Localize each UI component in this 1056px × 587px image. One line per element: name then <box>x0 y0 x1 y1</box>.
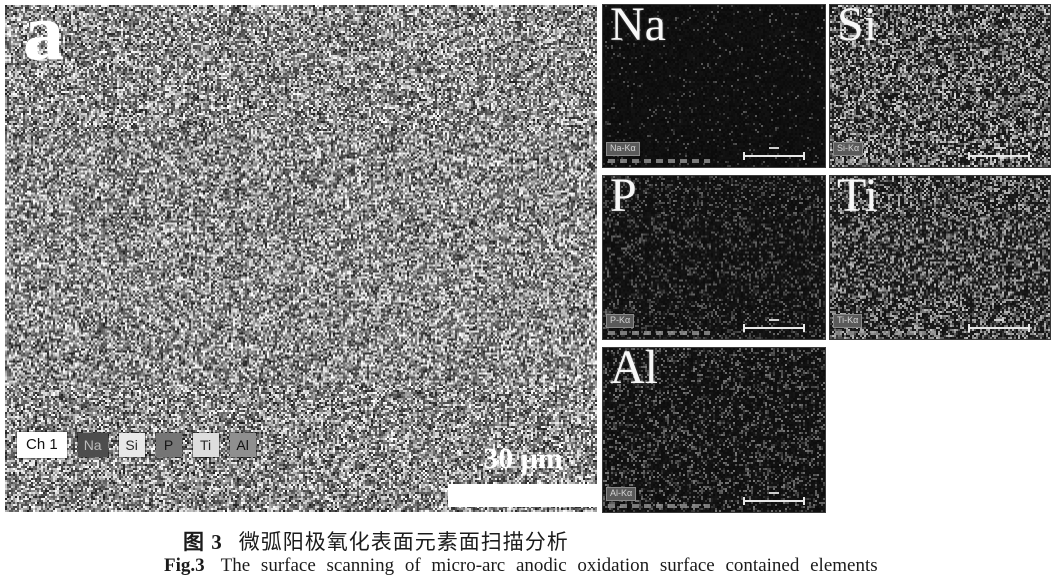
element-badge-si: Si <box>119 433 145 458</box>
scale-bar <box>448 484 597 507</box>
al-mini-scale-bar <box>743 497 805 505</box>
si-xray-line-badge: Si-Kα <box>834 143 862 155</box>
scale-bar-label: 30 μm <box>448 442 597 476</box>
al-metadata-strip <box>608 504 710 508</box>
sem-image-panel: a Ch 1 Na Si P Ti Al 30 μm <box>5 5 597 512</box>
caption-zh-text: 微弧阳极氧化表面元素面扫描分析 <box>239 530 569 554</box>
element-badge-p: P <box>156 433 182 458</box>
p-mini-scale-bar <box>743 324 805 332</box>
caption-en-text: The surface scanning of micro-arc anodic… <box>221 555 878 576</box>
eds-map-ti: Ti Ti-Kα <box>830 176 1050 339</box>
eds-map-si: Si Si-Kα <box>830 5 1050 167</box>
si-metadata-strip <box>835 159 936 163</box>
eds-map-p: P P-Kα <box>603 176 825 339</box>
caption-en-label: Fig.3 <box>164 555 205 576</box>
al-xray-line-badge: Al-Kα <box>607 488 635 500</box>
element-badge-na: Na <box>78 433 108 458</box>
p-xray-line-badge: P-Kα <box>607 315 633 327</box>
na-metadata-strip <box>608 159 710 163</box>
si-element-label: Si <box>837 5 877 49</box>
al-element-label: Al <box>610 348 658 392</box>
na-element-label: Na <box>610 5 666 49</box>
caption-en: Fig.3 The surface scanning of micro-arc a… <box>164 555 878 577</box>
panel-label: a <box>23 5 64 73</box>
element-badge-al: Al <box>230 433 256 458</box>
eds-map-na: Na Na-Kα <box>603 5 825 167</box>
element-tag-row: Ch 1 Na Si P Ti Al <box>17 432 256 458</box>
p-element-label: P <box>610 176 637 220</box>
p-metadata-strip <box>608 331 710 335</box>
eds-map-al: Al Al-Kα <box>603 348 825 512</box>
channel-badge: Ch 1 <box>17 432 67 458</box>
ti-mini-scale-bar <box>968 324 1030 332</box>
element-badge-ti: Ti <box>193 433 219 458</box>
figure-page: a Ch 1 Na Si P Ti Al 30 μm Na Na-Kα Si S… <box>0 0 1056 587</box>
ti-element-label: Ti <box>837 176 878 220</box>
caption-zh-label: 图 3 <box>183 530 223 554</box>
caption-zh: 图 3 微弧阳极氧化表面元素面扫描分析 <box>183 526 569 556</box>
ti-xray-line-badge: Ti-Kα <box>834 315 861 327</box>
na-xray-line-badge: Na-Kα <box>607 143 639 155</box>
ti-metadata-strip <box>835 331 936 335</box>
na-mini-scale-bar <box>743 152 805 160</box>
si-mini-scale-bar <box>968 152 1030 160</box>
